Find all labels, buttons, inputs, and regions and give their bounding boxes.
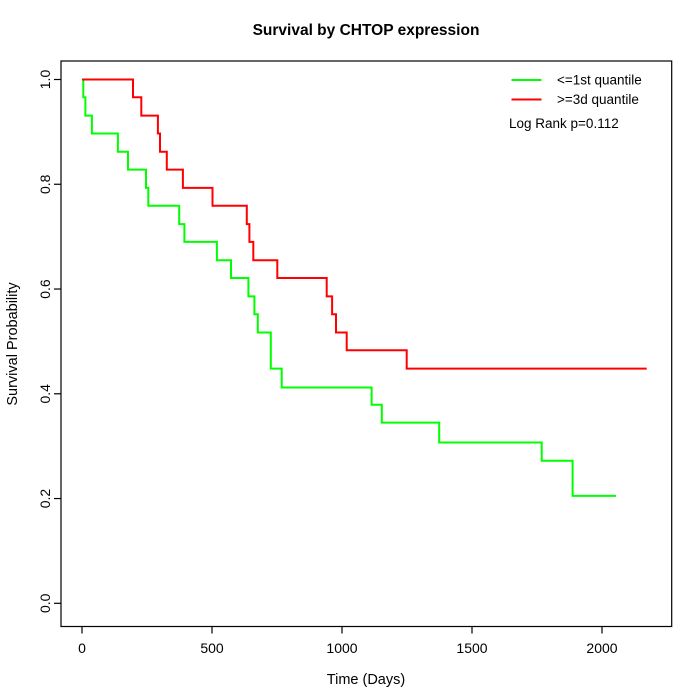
x-axis-title: Time (Days)	[327, 672, 405, 688]
x-axis-ticks: 0 500 1000 1500 2000	[78, 626, 618, 656]
y-axis-ticks: 0.0 0.2 0.4 0.6 0.8 1.0	[37, 70, 61, 613]
chart-title: Survival by CHTOP expression	[253, 22, 480, 39]
km-curve-high-quantile	[82, 78, 647, 370]
y-tick-label: 0.2	[37, 489, 53, 509]
legend-label-low-quantile: <=1st quantile	[557, 73, 642, 88]
y-tick-label: 0.4	[37, 384, 53, 404]
y-axis-title: Survival Probability	[5, 282, 21, 406]
log-rank-pvalue: Log Rank p=0.112	[509, 116, 619, 131]
y-tick-label: 0.0	[37, 593, 53, 613]
x-tick-label: 1500	[456, 640, 487, 656]
y-tick-label: 0.8	[37, 174, 53, 194]
x-tick-label: 1000	[326, 640, 357, 656]
plot-box	[60, 60, 673, 628]
x-tick-label: 0	[78, 640, 86, 656]
legend-label-high-quantile: >=3d quantile	[557, 92, 639, 107]
legend: <=1st quantile >=3d quantile Log Rank p=…	[509, 73, 642, 132]
y-tick-label: 0.6	[37, 279, 53, 299]
km-curve-low-quantile	[82, 78, 616, 497]
x-tick-label: 500	[200, 640, 224, 656]
y-tick-label: 1.0	[37, 70, 53, 90]
x-tick-label: 2000	[586, 640, 617, 656]
